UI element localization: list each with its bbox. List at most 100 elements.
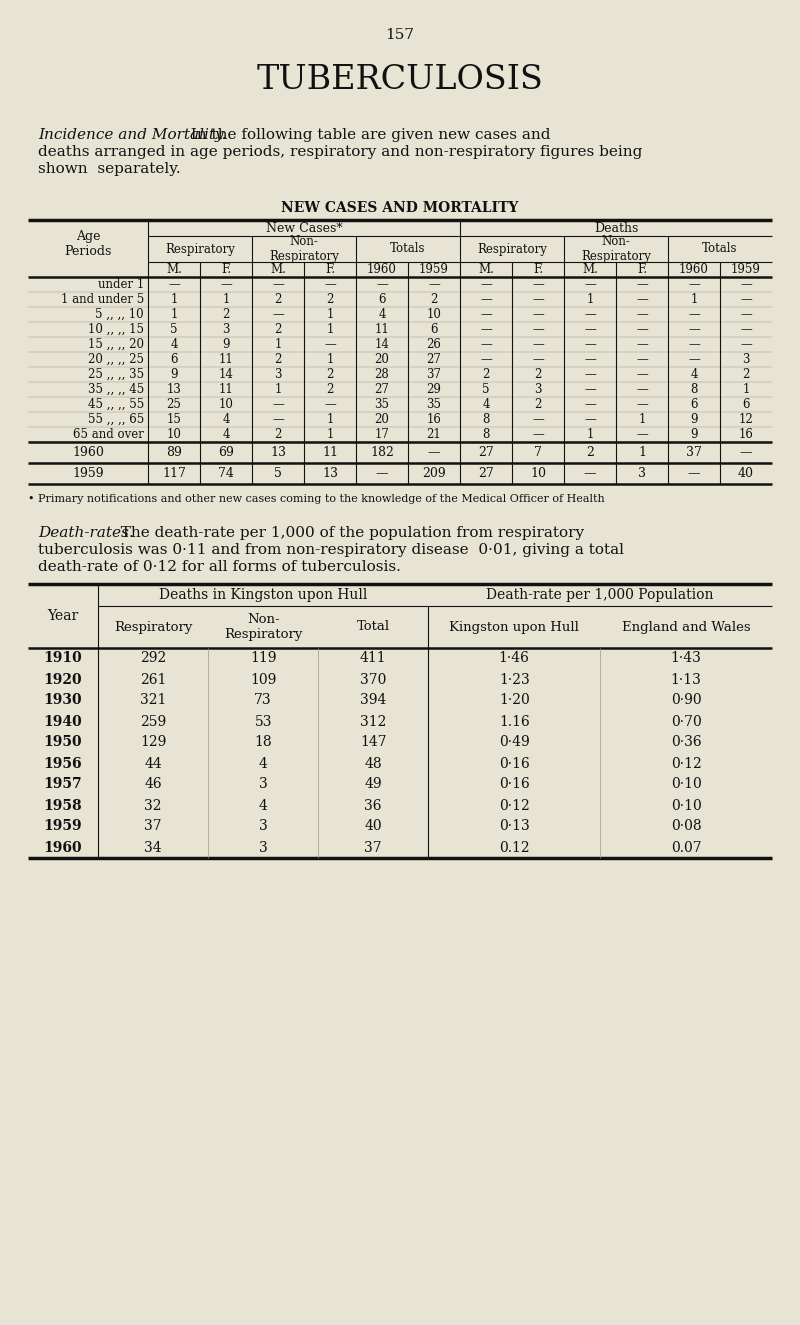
Text: deaths arranged in age periods, respiratory and non-respiratory figures being: deaths arranged in age periods, respirat…	[38, 144, 642, 159]
Text: 40: 40	[365, 819, 382, 833]
Text: M.: M.	[166, 262, 182, 276]
Text: 1960: 1960	[72, 447, 104, 458]
Text: —: —	[688, 338, 700, 351]
Text: —: —	[688, 466, 700, 480]
Text: —: —	[636, 278, 648, 292]
Text: —: —	[584, 398, 596, 411]
Text: —: —	[740, 447, 752, 458]
Text: under 1: under 1	[98, 278, 144, 292]
Text: 35: 35	[426, 398, 442, 411]
Text: 2: 2	[274, 428, 282, 441]
Text: 9: 9	[222, 338, 230, 351]
Text: —: —	[584, 278, 596, 292]
Text: —: —	[532, 338, 544, 351]
Text: 74: 74	[218, 466, 234, 480]
Text: 0·10: 0·10	[670, 799, 702, 812]
Text: 16: 16	[738, 428, 754, 441]
Text: 1: 1	[326, 352, 334, 366]
Text: —: —	[636, 428, 648, 441]
Text: —: —	[324, 278, 336, 292]
Text: 65 and over: 65 and over	[73, 428, 144, 441]
Text: —: —	[584, 307, 596, 321]
Text: —: —	[480, 293, 492, 306]
Text: 16: 16	[426, 413, 442, 427]
Text: Non-
Respiratory: Non- Respiratory	[224, 613, 302, 641]
Text: 1·43: 1·43	[670, 652, 702, 665]
Text: M.: M.	[270, 262, 286, 276]
Text: 2: 2	[274, 323, 282, 337]
Text: 0·16: 0·16	[499, 757, 530, 771]
Text: 20 ,, ,, 25: 20 ,, ,, 25	[88, 352, 144, 366]
Text: 321: 321	[140, 693, 166, 708]
Text: 11: 11	[374, 323, 390, 337]
Text: 0·13: 0·13	[499, 819, 530, 833]
Text: M.: M.	[582, 262, 598, 276]
Text: —: —	[584, 466, 596, 480]
Text: —: —	[584, 383, 596, 396]
Text: —: —	[636, 383, 648, 396]
Text: 48: 48	[365, 757, 382, 771]
Text: 49: 49	[365, 778, 382, 791]
Text: —: —	[636, 307, 648, 321]
Text: 1940: 1940	[44, 714, 82, 729]
Text: 0.07: 0.07	[670, 840, 702, 855]
Text: 7: 7	[534, 447, 542, 458]
Text: —: —	[584, 368, 596, 382]
Text: —: —	[636, 352, 648, 366]
Text: Kingston upon Hull: Kingston upon Hull	[450, 620, 579, 633]
Text: 6: 6	[378, 293, 386, 306]
Text: —: —	[636, 398, 648, 411]
Text: 1958: 1958	[44, 799, 82, 812]
Text: 6: 6	[170, 352, 178, 366]
Text: 20: 20	[374, 352, 390, 366]
Text: 5: 5	[170, 323, 178, 337]
Text: 13: 13	[322, 466, 338, 480]
Text: England and Wales: England and Wales	[622, 620, 750, 633]
Text: 11: 11	[322, 447, 338, 458]
Text: 3: 3	[274, 368, 282, 382]
Text: —: —	[688, 323, 700, 337]
Text: 9: 9	[690, 413, 698, 427]
Text: —: —	[532, 352, 544, 366]
Text: tuberculosis was 0·11 and from non-respiratory disease  0·01, giving a total: tuberculosis was 0·11 and from non-respi…	[38, 543, 624, 556]
Text: —: —	[532, 413, 544, 427]
Text: 117: 117	[162, 466, 186, 480]
Text: 8: 8	[482, 413, 490, 427]
Text: —: —	[584, 338, 596, 351]
Text: 37: 37	[365, 840, 382, 855]
Text: —: —	[480, 352, 492, 366]
Text: 1910: 1910	[44, 652, 82, 665]
Text: 27: 27	[374, 383, 390, 396]
Text: 6: 6	[430, 323, 438, 337]
Text: 2: 2	[326, 383, 334, 396]
Text: 2: 2	[274, 293, 282, 306]
Text: 1: 1	[586, 293, 594, 306]
Text: F.: F.	[637, 262, 647, 276]
Text: —: —	[740, 278, 752, 292]
Text: 1959: 1959	[72, 466, 104, 480]
Text: —: —	[740, 323, 752, 337]
Text: —: —	[532, 323, 544, 337]
Text: Respiratory: Respiratory	[477, 242, 547, 256]
Text: 1: 1	[170, 307, 178, 321]
Text: 1·23: 1·23	[499, 673, 530, 686]
Text: 25 ,, ,, 35: 25 ,, ,, 35	[88, 368, 144, 382]
Text: —: —	[480, 323, 492, 337]
Text: —: —	[584, 323, 596, 337]
Text: 4: 4	[170, 338, 178, 351]
Text: 4: 4	[258, 757, 267, 771]
Text: 0·70: 0·70	[670, 714, 702, 729]
Text: 37: 37	[426, 368, 442, 382]
Text: 1·46: 1·46	[498, 652, 530, 665]
Text: 1957: 1957	[44, 778, 82, 791]
Text: 44: 44	[144, 757, 162, 771]
Text: 89: 89	[166, 447, 182, 458]
Text: 261: 261	[140, 673, 166, 686]
Text: 292: 292	[140, 652, 166, 665]
Text: Death-rate per 1,000 Population: Death-rate per 1,000 Population	[486, 588, 714, 602]
Text: New Cases*: New Cases*	[266, 221, 342, 235]
Text: 5 ,, ,, 10: 5 ,, ,, 10	[95, 307, 144, 321]
Text: F.: F.	[221, 262, 231, 276]
Text: 2: 2	[222, 307, 230, 321]
Text: Age
Periods: Age Periods	[64, 231, 112, 258]
